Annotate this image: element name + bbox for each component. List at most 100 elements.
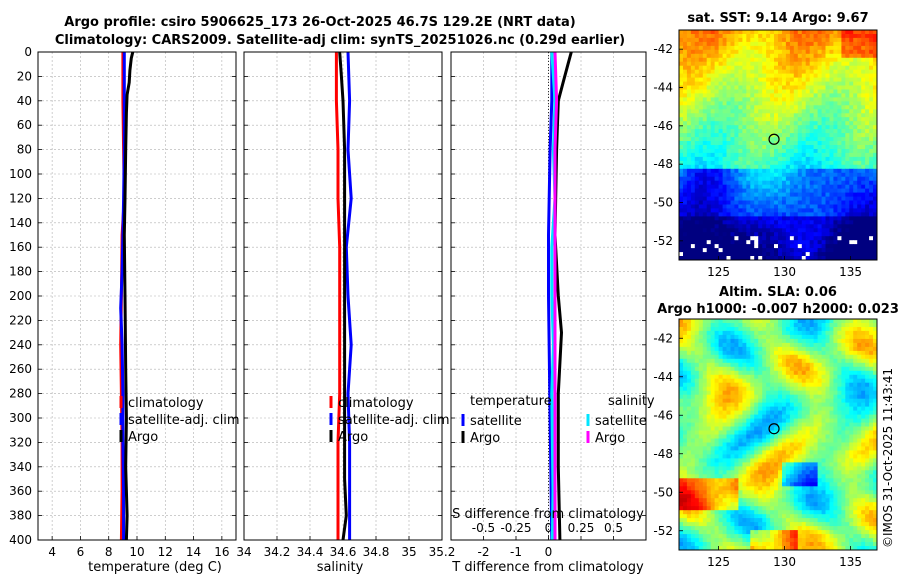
map-cell xyxy=(797,338,803,344)
map-cell xyxy=(873,53,878,59)
map-cell xyxy=(809,430,815,435)
map-cell xyxy=(841,160,846,166)
map-cell xyxy=(817,188,822,193)
map-cell xyxy=(722,402,727,407)
map-cell xyxy=(770,129,775,134)
map-cell xyxy=(825,362,830,368)
map-cell xyxy=(869,327,874,332)
map-cell xyxy=(861,164,866,170)
map-cell xyxy=(833,152,838,158)
map-cell xyxy=(785,204,791,209)
map-cell xyxy=(734,370,739,376)
map-cell xyxy=(825,176,830,182)
map-cell xyxy=(853,121,858,126)
map-cell xyxy=(762,45,767,51)
map-cell xyxy=(817,382,822,388)
map-cell xyxy=(738,152,743,158)
map-cell xyxy=(738,156,743,162)
map-cell xyxy=(714,434,719,439)
map-cell xyxy=(754,208,759,213)
map-cell xyxy=(778,65,783,71)
map-cell xyxy=(690,386,696,392)
map-cell xyxy=(782,160,787,166)
map-cell xyxy=(869,394,874,400)
map-cell xyxy=(750,216,755,221)
map-cell xyxy=(833,200,838,205)
map-cell xyxy=(873,49,878,55)
map-cell xyxy=(738,164,743,170)
map-cell xyxy=(857,346,862,352)
map-cell xyxy=(714,85,719,90)
map-cell xyxy=(742,394,747,400)
map-cell xyxy=(718,358,723,364)
map-cell xyxy=(869,65,874,71)
map-cell xyxy=(782,149,787,154)
map-cell xyxy=(698,97,704,102)
map-cell xyxy=(837,450,842,455)
map-cell xyxy=(817,236,822,241)
map-cell xyxy=(722,212,727,217)
map-cell xyxy=(690,236,696,241)
map-cell xyxy=(813,446,818,451)
map-cell xyxy=(869,224,874,229)
x-tick-label: 0 xyxy=(545,545,553,559)
depth-tick-label: 160 xyxy=(9,240,32,254)
map-cell xyxy=(726,382,731,388)
map-cell xyxy=(702,398,708,404)
map-cell xyxy=(825,236,830,241)
map-cell xyxy=(853,330,858,336)
map-cell xyxy=(734,81,739,86)
map-cell xyxy=(686,350,692,356)
map-cell xyxy=(813,442,818,447)
map-cell xyxy=(853,426,858,431)
map-cell xyxy=(793,212,799,217)
map-cell xyxy=(714,196,719,201)
map-cell xyxy=(679,152,684,158)
map-cell xyxy=(797,346,803,352)
map-cell xyxy=(857,156,862,162)
map-cell xyxy=(821,53,826,59)
x-tick-label: 10 xyxy=(129,545,144,559)
map-cell xyxy=(825,386,830,392)
map-cell xyxy=(841,434,846,439)
map-cell xyxy=(857,220,862,225)
map-cell xyxy=(778,188,783,193)
map-cell xyxy=(785,216,791,221)
map-cell xyxy=(789,224,795,229)
map-cell xyxy=(817,53,822,59)
map-cell xyxy=(710,366,716,372)
map-cell xyxy=(865,240,870,245)
map-cell xyxy=(841,378,846,384)
map-cell xyxy=(774,97,779,102)
map-cell xyxy=(706,240,712,245)
map-cell xyxy=(861,65,866,71)
map-cell xyxy=(730,342,735,348)
map-cell xyxy=(861,342,866,348)
map-cell xyxy=(726,41,731,47)
map-cell xyxy=(686,232,692,237)
map-cell xyxy=(829,212,834,217)
map-cell xyxy=(774,354,779,360)
map-cell xyxy=(714,37,719,43)
map-cell xyxy=(690,160,696,166)
map-cell xyxy=(861,366,866,372)
map-cell xyxy=(710,232,716,237)
map-cell xyxy=(793,69,799,75)
map-cell xyxy=(853,366,858,372)
map-cell xyxy=(793,105,799,110)
map-cell xyxy=(710,327,716,332)
map-cell xyxy=(698,362,704,368)
map-cell xyxy=(758,366,763,372)
map-cell xyxy=(837,180,842,186)
map-cell xyxy=(718,212,723,217)
map-cell xyxy=(758,248,763,253)
map-cell xyxy=(734,244,739,249)
map-cell xyxy=(873,133,878,138)
map-cell xyxy=(710,248,716,253)
map-cell xyxy=(869,45,874,51)
map-cell xyxy=(754,141,759,146)
map-cell xyxy=(825,160,830,166)
map-cell xyxy=(714,358,719,364)
map-cell xyxy=(805,176,811,182)
